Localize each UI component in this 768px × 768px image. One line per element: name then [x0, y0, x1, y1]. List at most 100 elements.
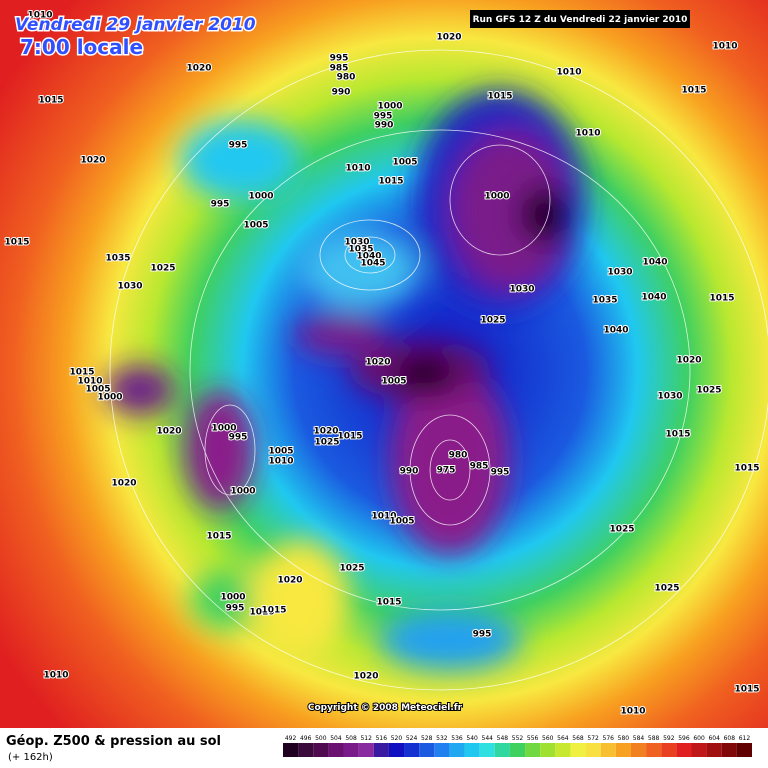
pressure-label: 1000 [484, 192, 509, 202]
pressure-label: 1015 [665, 430, 690, 440]
scale-swatch [676, 743, 692, 757]
pressure-label: 1005 [268, 447, 293, 457]
scale-label: 496 [300, 735, 312, 742]
scale-swatch [570, 743, 586, 757]
pressure-label: 1010 [345, 164, 370, 174]
scale-label: 500 [315, 735, 327, 742]
pressure-label: 1015 [261, 606, 286, 616]
scale-swatch [736, 743, 752, 757]
scale-swatch [600, 743, 616, 757]
pressure-label: 995 [491, 468, 510, 478]
pressure-label: 1000 [211, 424, 236, 434]
scale-swatch [434, 743, 450, 757]
pressure-label: 1005 [392, 158, 417, 168]
pressure-label: 995 [229, 433, 248, 443]
height-fields [105, 90, 585, 670]
footer-title: Géop. Z500 & pression au sol [6, 734, 221, 749]
pressure-label: 1030 [117, 282, 142, 292]
scale-label: 504 [330, 735, 342, 742]
scale-swatch [328, 743, 344, 757]
scale-swatch [343, 743, 359, 757]
pressure-label: 1015 [681, 86, 706, 96]
scale-swatch [615, 743, 631, 757]
field [520, 185, 570, 245]
scale-label: 552 [512, 735, 524, 742]
pressure-label: 1020 [277, 576, 302, 586]
scale-swatch [509, 743, 526, 757]
isobars [109, 49, 768, 691]
scale-label: 508 [345, 735, 357, 742]
pressure-label: 1010 [268, 457, 293, 467]
scale-swatch [706, 743, 722, 757]
pressure-label: 1005 [243, 221, 268, 231]
pressure-label: 1010 [43, 671, 68, 681]
forecast-date: Vendredi 29 janvier 2010 [15, 15, 256, 35]
field [450, 130, 570, 290]
pressure-label: 990 [332, 88, 351, 98]
scale-label: 600 [693, 735, 705, 742]
pressure-label: 1020 [365, 358, 390, 368]
pressure-label: 1000 [248, 192, 273, 202]
scale-swatch [555, 743, 571, 757]
pressure-label: 1010 [556, 68, 581, 78]
scale-label: 612 [739, 735, 751, 742]
pressure-label: 985 [330, 64, 349, 74]
run-box [470, 10, 690, 28]
pressure-label: 1015 [378, 177, 403, 187]
scale-label: 528 [421, 735, 433, 742]
forecast-time: 7:00 locale [20, 35, 143, 59]
pressure-label: 1045 [360, 259, 385, 269]
pressure-label: 1005 [389, 517, 414, 527]
scale-label: 592 [663, 735, 675, 742]
pressure-labels: 1010102010209959859809901010101010151015… [3, 10, 760, 718]
pressure-label: 1020 [676, 356, 701, 366]
pressure-label: 1010 [77, 377, 102, 387]
scale-label: 560 [542, 735, 554, 742]
scale-swatch [585, 743, 601, 757]
pressure-label: 1020 [353, 672, 378, 682]
scale-swatch [313, 743, 329, 757]
scale-swatch [630, 743, 647, 757]
run-info: Run GFS 12 Z du Vendredi 22 janvier 2010 [473, 15, 688, 25]
scale-label: 564 [557, 735, 569, 742]
field [295, 315, 385, 355]
scale-swatch [298, 743, 314, 757]
scale-swatch [661, 743, 677, 757]
pressure-label: 1015 [734, 685, 759, 695]
pressure-label: 1010 [575, 129, 600, 139]
pressure-label: 1030 [344, 238, 369, 248]
pressure-label: 995 [226, 604, 245, 614]
scale-label: 536 [451, 735, 463, 742]
color-scale: 492 496 500 504 508 512 516 520 524 528 532 536 540 5… [283, 735, 752, 757]
pressure-label: 1010 [712, 42, 737, 52]
scale-label: 532 [436, 735, 448, 742]
pressure-label: 1025 [314, 438, 339, 448]
scale-label: 608 [724, 735, 736, 742]
pressure-label: 1015 [487, 92, 512, 102]
scale-label: 584 [633, 735, 645, 742]
field [390, 365, 510, 555]
scale-label: 588 [648, 735, 660, 742]
footer-subtitle: (+ 162h) [8, 752, 53, 763]
scale-swatch [283, 743, 299, 757]
pressure-label: 1015 [69, 368, 94, 378]
scale-label: 580 [618, 735, 630, 742]
pressure-label: 1030 [607, 268, 632, 278]
pressure-label: 1035 [348, 245, 373, 255]
scale-label: 520 [391, 735, 403, 742]
pressure-label: 980 [337, 73, 356, 83]
pressure-label: 1020 [111, 479, 136, 489]
pressure-label: 980 [449, 451, 468, 461]
field [190, 570, 270, 630]
pressure-label: 1005 [381, 377, 406, 387]
pressure-label: 1000 [220, 593, 245, 603]
pressure-label: 1030 [509, 285, 534, 295]
pressure-label: 1020 [80, 156, 105, 166]
pressure-label: 1015 [709, 294, 734, 304]
pressure-label: 1025 [339, 564, 364, 574]
scale-label: 540 [466, 735, 478, 742]
scale-label: 516 [376, 735, 388, 742]
field [185, 390, 255, 510]
scale-swatch [721, 743, 737, 757]
